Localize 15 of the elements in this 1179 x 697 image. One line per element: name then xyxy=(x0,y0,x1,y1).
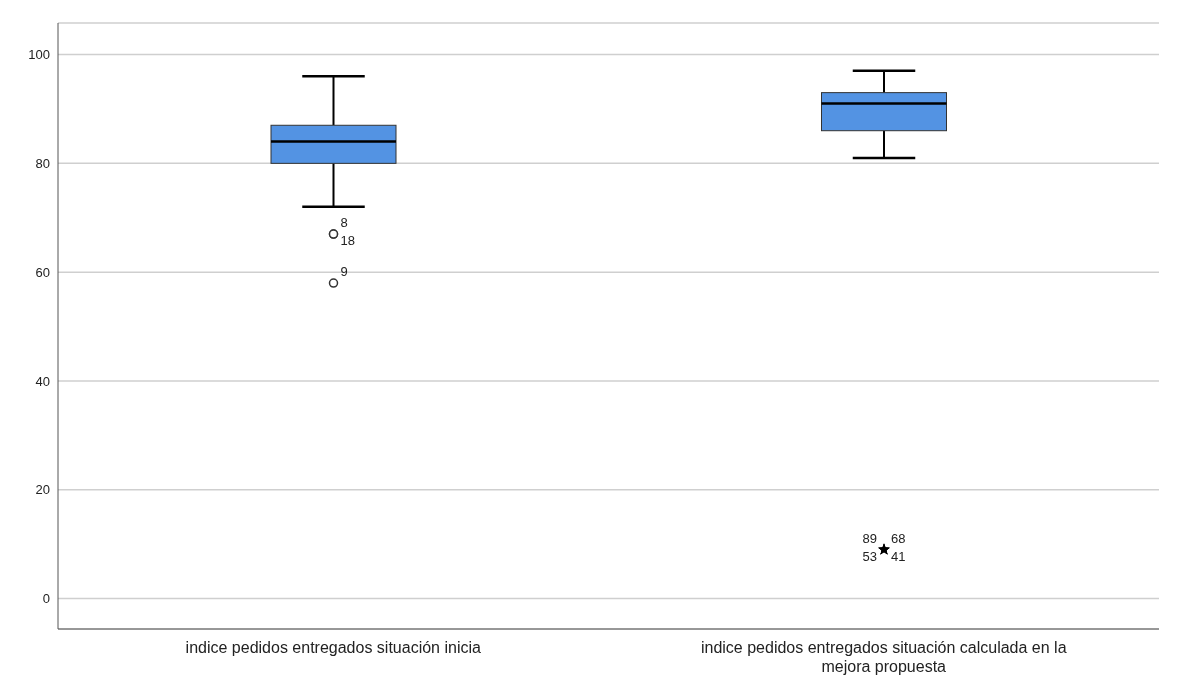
annotation: 9 xyxy=(340,264,348,280)
annotation: 18 xyxy=(340,233,355,249)
x-tick-label: indice pedidos entregados situación inicia xyxy=(185,639,481,656)
y-tick-label: 80 xyxy=(35,155,50,171)
annotation: 89 xyxy=(862,530,877,546)
y-tick-label: 100 xyxy=(28,47,50,63)
annotation: 68 xyxy=(891,530,906,546)
y-tick-label: 40 xyxy=(35,373,50,389)
x-tick-label: indice pedidos entregados situación calculada en la mejora propuesta xyxy=(700,639,1067,675)
y-tick-label: 0 xyxy=(42,591,50,607)
y-tick-label: 60 xyxy=(35,264,50,280)
annotation: 8 xyxy=(340,215,348,231)
y-tick-label: 20 xyxy=(35,482,50,498)
annotation: 41 xyxy=(891,548,906,564)
annotation: 53 xyxy=(862,548,877,564)
